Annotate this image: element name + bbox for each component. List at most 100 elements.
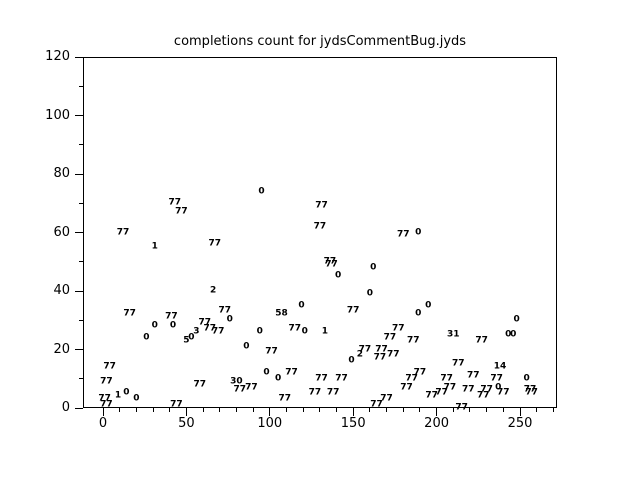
data-point-label: 0 <box>256 326 263 337</box>
x-axis-tick-label: 250 <box>507 416 533 431</box>
data-point-label: 0 <box>143 332 150 343</box>
data-point-label: 77 <box>208 238 222 249</box>
data-point-label: 77 <box>452 358 465 369</box>
data-point-label: 0 <box>510 329 517 340</box>
data-point-label: 77 <box>175 206 188 217</box>
x-axis-major-tick <box>352 408 354 416</box>
data-point-label: 0 <box>274 373 282 384</box>
x-axis-tick-label: 150 <box>340 416 366 431</box>
data-point-label: 77 <box>383 332 397 343</box>
data-point-label: 0 <box>335 270 342 281</box>
x-axis-minor-tick <box>536 408 538 412</box>
data-point-label: 31 <box>447 329 460 340</box>
x-axis-minor-tick <box>252 408 254 412</box>
data-point-label: 77 <box>525 387 538 398</box>
data-point-label: 77 <box>443 382 457 393</box>
x-axis-major-tick <box>185 408 187 416</box>
data-point-label: 77 <box>278 393 292 404</box>
data-point-label: 77 <box>245 382 258 393</box>
x-axis-major-tick <box>269 408 271 416</box>
x-axis-minor-tick <box>119 408 121 412</box>
data-point-label: 0 <box>513 314 520 325</box>
data-point-label: 14 <box>493 361 507 372</box>
data-point-label: 77 <box>203 323 217 334</box>
y-axis-major-tick <box>75 56 83 58</box>
data-point-label: 77 <box>100 376 113 387</box>
x-axis-minor-tick <box>402 408 404 412</box>
data-point-label: 77 <box>490 373 503 384</box>
data-point-label: 0 <box>523 373 530 384</box>
data-point-label: 77 <box>325 259 338 270</box>
y-axis-major-tick <box>75 173 83 175</box>
data-point-label: 77 <box>373 352 387 363</box>
y-axis-tick-label: 40 <box>53 283 70 298</box>
data-point-label: 0 <box>370 262 377 273</box>
y-axis-tick-label: 20 <box>53 341 70 357</box>
x-axis-minor-tick <box>486 408 488 412</box>
x-axis-minor-tick <box>386 408 388 412</box>
data-point-label: 77 <box>335 373 348 384</box>
data-point-label: 0 <box>415 227 422 237</box>
data-point-label: 0 <box>348 355 355 366</box>
data-point-label: 77 <box>193 379 206 390</box>
x-axis-minor-tick <box>202 408 204 412</box>
data-point-label: 77 <box>358 344 372 354</box>
data-point-label: 0 <box>301 326 308 337</box>
data-point-label: 0 <box>258 186 265 197</box>
y-axis-minor-tick <box>79 202 83 204</box>
data-point-label: 77 <box>435 387 448 398</box>
data-point-label: 0 <box>188 332 195 343</box>
data-point-label: 0 <box>298 300 305 311</box>
y-axis-minor-tick <box>79 378 83 380</box>
data-point-label: 77 <box>233 384 247 395</box>
data-point-label: 0 <box>169 320 177 331</box>
x-axis-minor-tick <box>302 408 304 412</box>
data-point-label: 30 <box>230 376 243 387</box>
x-axis-minor-tick <box>552 408 554 412</box>
data-point-label: 1 <box>114 390 122 401</box>
data-point-label: 77 <box>467 370 480 381</box>
data-point-label: 0 <box>505 329 512 340</box>
data-point-label: 77 <box>288 323 302 334</box>
data-point-label: 77 <box>406 335 420 346</box>
data-point-label: 0 <box>133 393 140 404</box>
data-point-label: 77 <box>375 344 388 354</box>
data-point-label: 77 <box>455 402 468 413</box>
y-axis-tick-label: 80 <box>53 166 70 181</box>
data-point-label: 0 <box>123 387 130 398</box>
data-point-label: 77 <box>480 384 493 395</box>
data-point-label: 77 <box>477 390 490 401</box>
x-axis-major-tick <box>102 408 104 416</box>
data-point-label: 77 <box>315 200 328 211</box>
y-axis-major-tick <box>75 407 83 409</box>
data-point-label: 77 <box>497 387 510 398</box>
data-point-label: 77 <box>380 393 393 404</box>
data-point-label: 77 <box>391 323 405 334</box>
data-point-label: 77 <box>400 382 413 393</box>
data-point-label: 77 <box>323 256 337 267</box>
data-point-label: 2 <box>356 349 363 360</box>
x-axis-tick-label: 100 <box>257 416 283 431</box>
data-point-label: 77 <box>123 308 136 319</box>
data-point-label: 77 <box>425 390 438 401</box>
data-point-label: 77 <box>103 361 116 372</box>
data-point-label: 3 <box>193 326 200 337</box>
x-axis-minor-tick <box>469 408 471 412</box>
x-axis-tick-label: 50 <box>178 416 195 431</box>
chart-title: completions count for jydsCommentBug.jyd… <box>173 34 467 49</box>
data-point-label: 77 <box>475 335 488 346</box>
y-axis-minor-tick <box>79 261 83 263</box>
x-axis-minor-tick <box>169 408 171 412</box>
y-axis-minor-tick <box>79 144 83 146</box>
data-point-label: 77 <box>285 367 298 378</box>
y-axis-major-tick <box>75 232 83 233</box>
y-axis-major-tick <box>75 115 83 116</box>
data-point-label: 77 <box>315 373 328 384</box>
y-axis-tick-label: 0 <box>61 400 70 415</box>
y-axis-major-tick <box>75 290 83 292</box>
x-axis-minor-tick <box>369 408 371 412</box>
data-point-label: 1 <box>321 326 328 337</box>
x-axis-minor-tick <box>135 408 137 412</box>
data-point-label: 77 <box>440 373 453 384</box>
